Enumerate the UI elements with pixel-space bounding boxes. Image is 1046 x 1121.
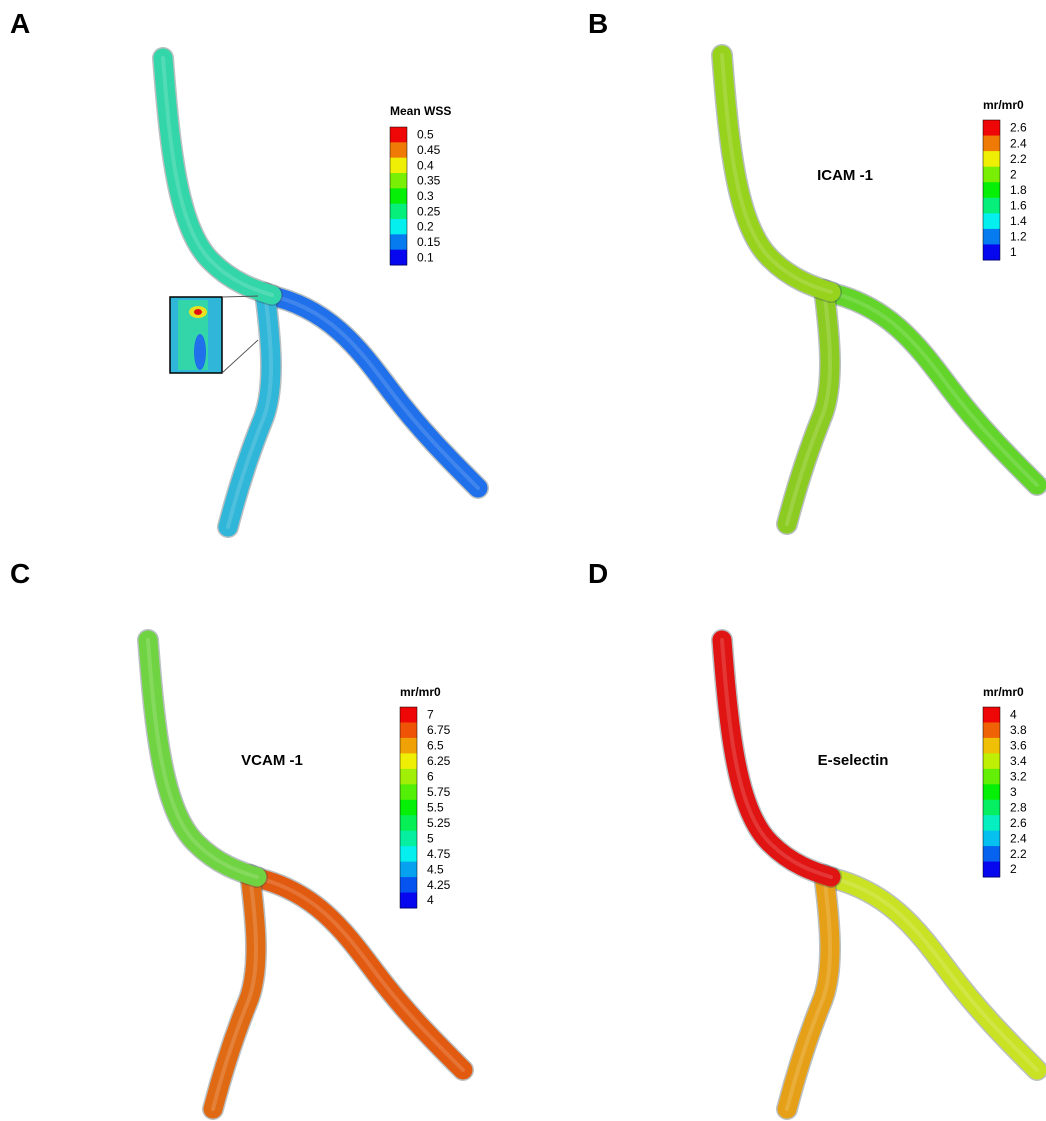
figure: AMean WSS0.50.450.40.350.30.250.20.150.1…: [0, 0, 1046, 1121]
panel-label: A: [10, 8, 30, 39]
legend-tick: 1.8: [1010, 183, 1027, 197]
legend-tick: 2.4: [1010, 831, 1027, 845]
legend-band: [983, 182, 1000, 198]
legend-band: [983, 120, 1000, 136]
legend-tick: 2.4: [1010, 136, 1027, 150]
legend-band: [983, 707, 1000, 723]
legend-band: [390, 142, 407, 158]
legend-tick: 4.5: [427, 862, 444, 876]
legend-tick: 6.25: [427, 754, 451, 768]
background: [0, 0, 1046, 1121]
legend-band: [400, 846, 417, 862]
legend-band: [983, 151, 1000, 167]
legend-title: mr/mr0: [400, 685, 441, 699]
legend-band: [390, 158, 407, 174]
legend-band: [983, 198, 1000, 214]
legend-band: [400, 862, 417, 878]
annotation: E-selectin: [818, 752, 889, 769]
legend-band: [400, 707, 417, 723]
legend-band: [400, 784, 417, 800]
legend-band: [400, 800, 417, 816]
legend-tick: 2.6: [1010, 121, 1027, 135]
legend-band: [983, 753, 1000, 769]
legend-band: [983, 229, 1000, 245]
inset-spot: [194, 334, 206, 370]
legend-tick: 7: [427, 708, 434, 722]
legend-band: [983, 136, 1000, 152]
legend-tick: 2.8: [1010, 800, 1027, 814]
legend-tick: 6.75: [427, 723, 451, 737]
legend-tick: 1.6: [1010, 199, 1027, 213]
legend-band: [983, 800, 1000, 816]
legend-title: mr/mr0: [983, 685, 1024, 699]
legend-tick: 3.4: [1010, 754, 1027, 768]
legend-tick: 4.25: [427, 878, 451, 892]
panel-label: C: [10, 558, 30, 589]
legend-band: [983, 784, 1000, 800]
legend-tick: 4: [1010, 708, 1017, 722]
legend-band: [390, 204, 407, 220]
legend-band: [390, 234, 407, 250]
legend-band: [983, 722, 1000, 738]
legend-band: [983, 244, 1000, 260]
legend-band: [400, 815, 417, 831]
legend-band: [400, 877, 417, 893]
legend-tick: 5.75: [427, 785, 451, 799]
legend-tick: 4.75: [427, 847, 451, 861]
legend-band: [400, 738, 417, 754]
legend-tick: 0.1: [417, 250, 434, 264]
legend-band: [400, 753, 417, 769]
legend-band: [983, 738, 1000, 754]
legend-band: [400, 893, 417, 909]
legend-tick: 0.15: [417, 235, 441, 249]
legend-tick: 5: [427, 831, 434, 845]
legend-tick: 5.5: [427, 800, 444, 814]
legend-band: [983, 831, 1000, 847]
legend-band: [983, 167, 1000, 183]
legend-tick: 1: [1010, 245, 1017, 259]
legend-band: [983, 815, 1000, 831]
legend-band: [390, 188, 407, 204]
legend-tick: 2.2: [1010, 847, 1027, 861]
legend-band: [983, 846, 1000, 862]
legend-tick: 3.8: [1010, 723, 1027, 737]
panel-label: B: [588, 8, 608, 39]
legend-tick: 0.4: [417, 158, 434, 172]
legend-tick: 3.6: [1010, 739, 1027, 753]
legend-tick: 2.2: [1010, 152, 1027, 166]
legend-tick: 0.25: [417, 204, 441, 218]
legend-tick: 3.2: [1010, 769, 1027, 783]
legend-tick: 0.2: [417, 220, 434, 234]
legend-tick: 5.25: [427, 816, 451, 830]
legend-tick: 0.3: [417, 189, 434, 203]
legend-band: [390, 219, 407, 235]
legend-tick: 2: [1010, 862, 1017, 876]
legend-band: [390, 173, 407, 189]
legend-tick: 2: [1010, 167, 1017, 181]
legend-band: [390, 127, 407, 143]
legend-tick: 2.6: [1010, 816, 1027, 830]
legend-tick: 1.2: [1010, 230, 1027, 244]
legend-title: mr/mr0: [983, 98, 1024, 112]
panel-label: D: [588, 558, 608, 589]
annotation: VCAM -1: [241, 752, 303, 769]
inset-spot: [194, 309, 202, 315]
legend-tick: 0.35: [417, 174, 441, 188]
legend-tick: 6: [427, 770, 434, 784]
legend-tick: 1.4: [1010, 214, 1027, 228]
legend-band: [983, 213, 1000, 229]
legend-band: [983, 862, 1000, 878]
legend-tick: 0.5: [417, 128, 434, 142]
legend-title: Mean WSS: [390, 104, 451, 118]
legend-tick: 0.45: [417, 143, 441, 157]
legend-band: [400, 831, 417, 847]
legend-band: [390, 250, 407, 266]
legend-tick: 4: [427, 893, 434, 907]
annotation: ICAM -1: [817, 167, 873, 184]
legend-band: [983, 769, 1000, 785]
legend-band: [400, 769, 417, 785]
legend-tick: 6.5: [427, 739, 444, 753]
legend-tick: 3: [1010, 785, 1017, 799]
legend-band: [400, 722, 417, 738]
